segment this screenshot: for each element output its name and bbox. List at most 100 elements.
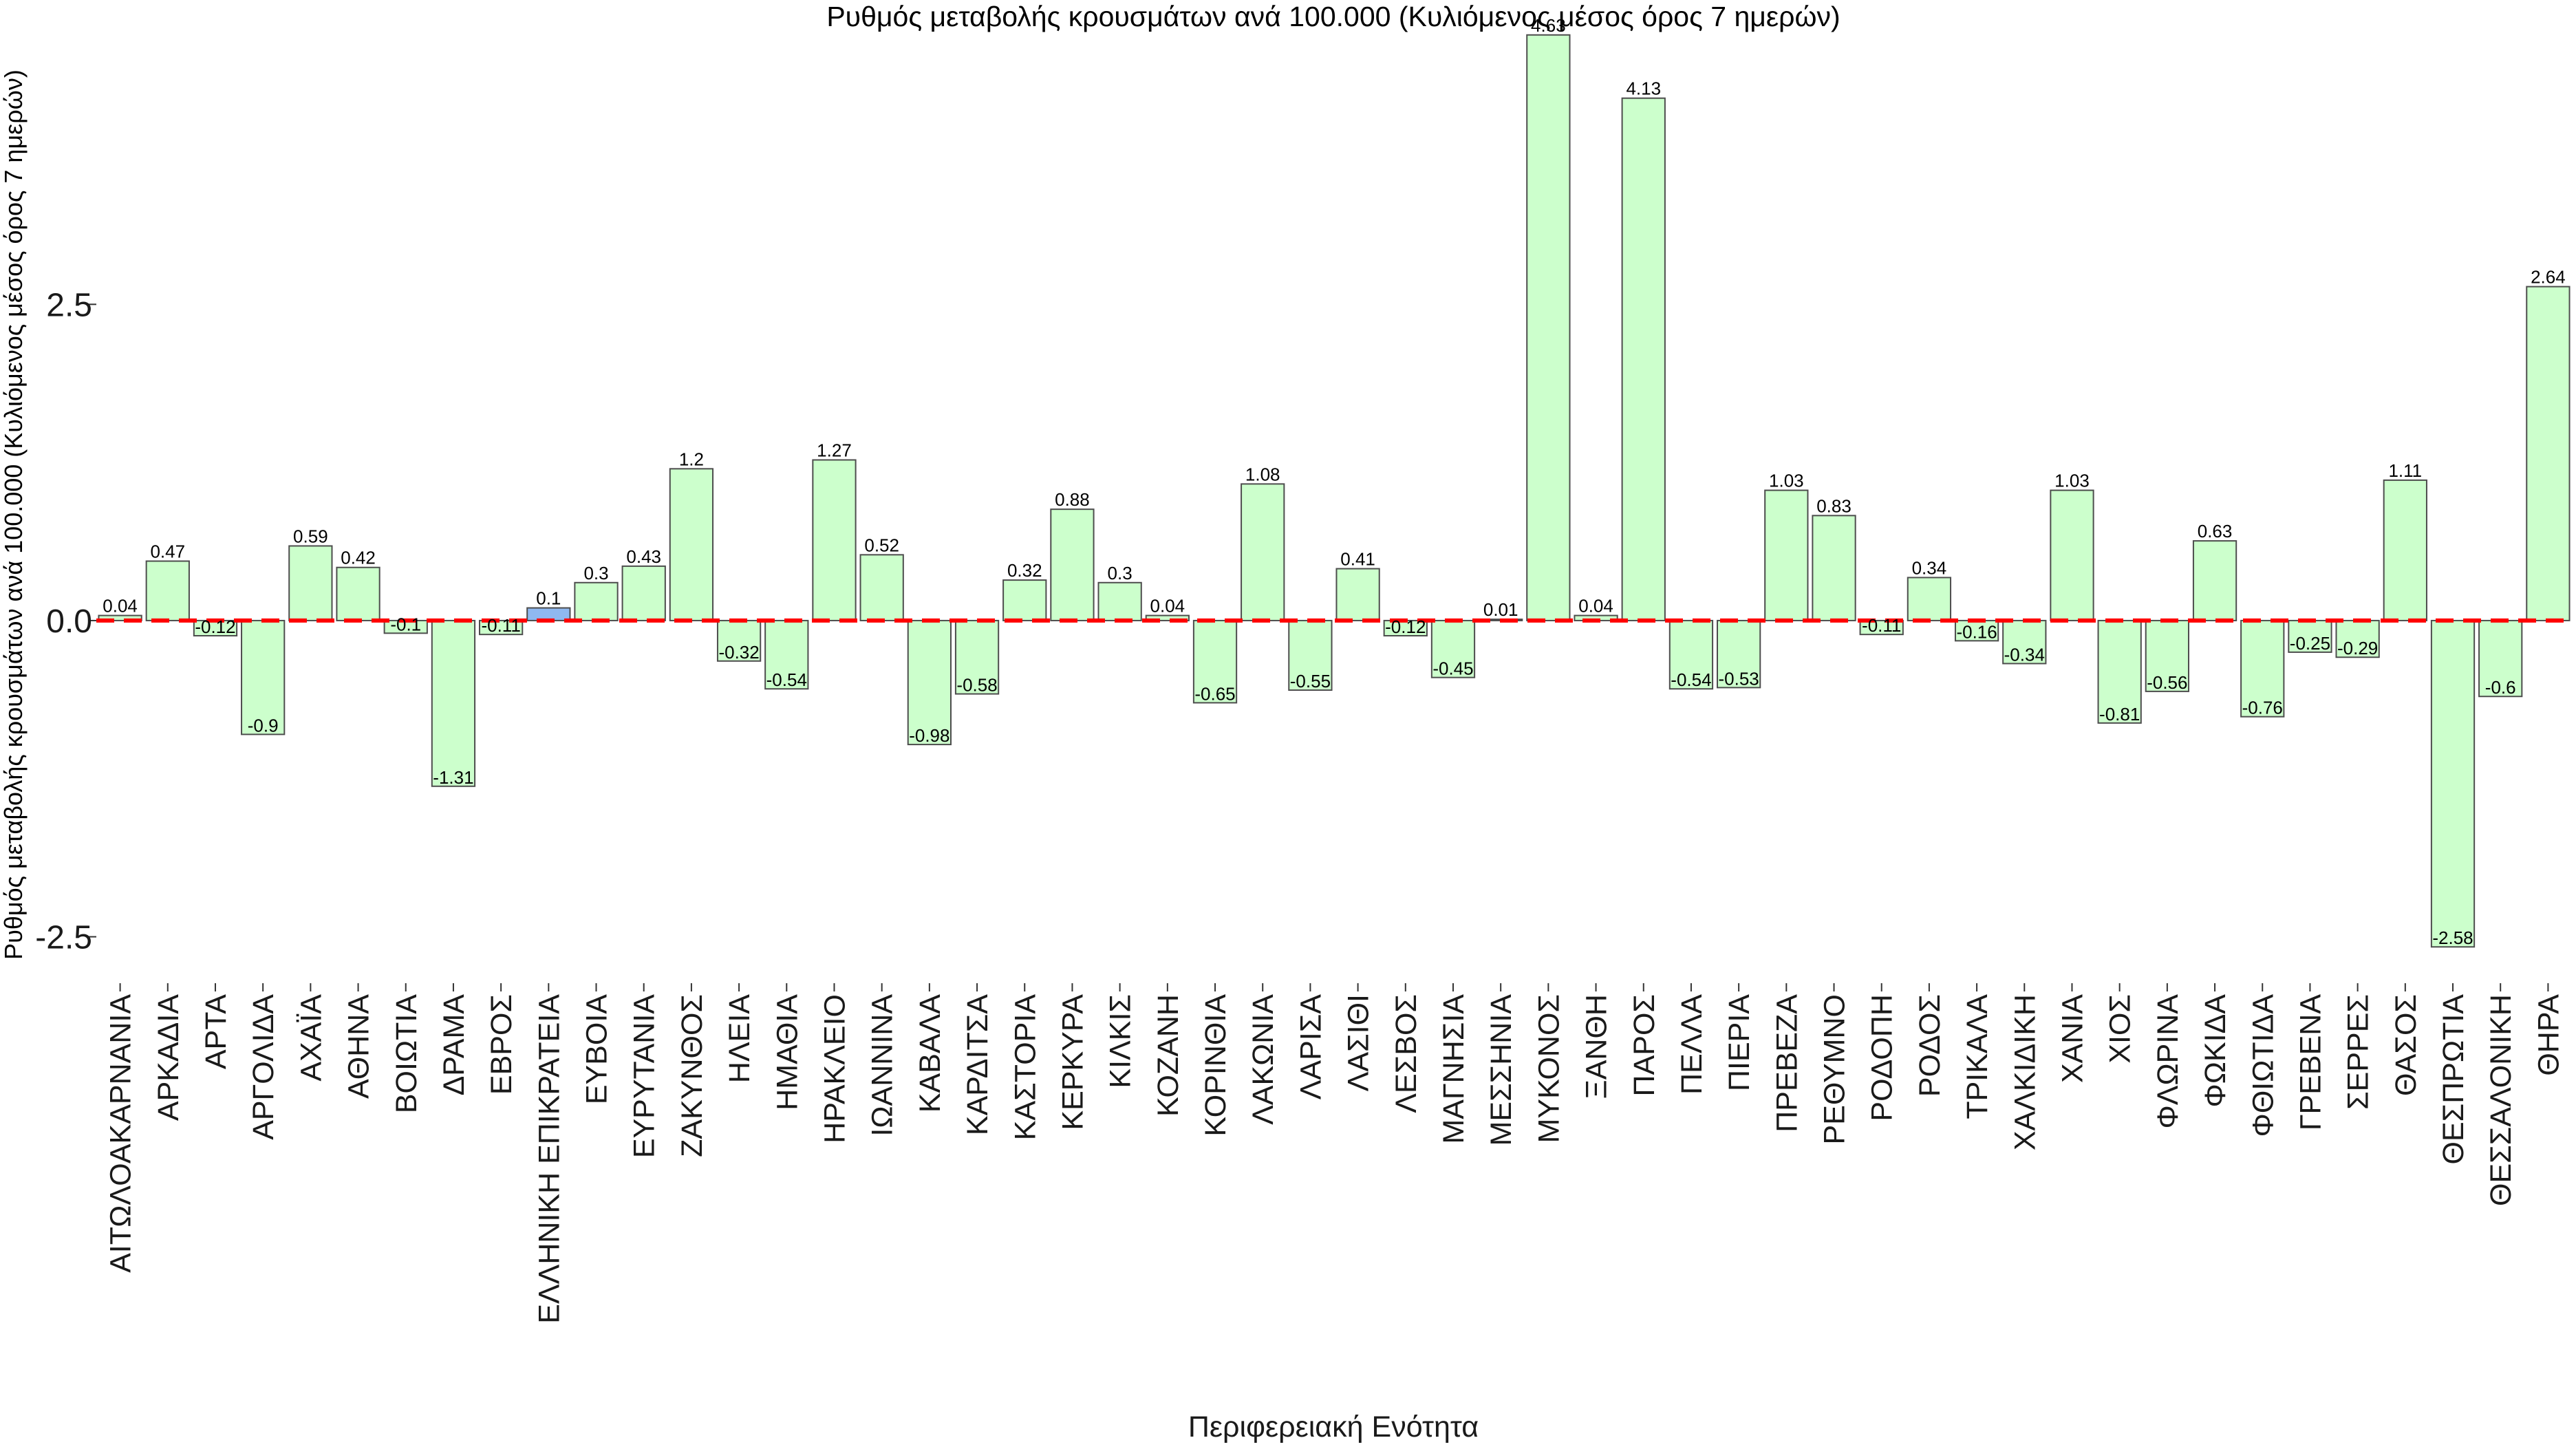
data-label: 0.3 bbox=[583, 563, 608, 583]
x-tick-label: ΠΑΡΟΣ bbox=[1628, 994, 1661, 1096]
x-tick-label: ΓΡΕΒΕΝΑ bbox=[2294, 994, 2327, 1130]
bar bbox=[1097, 581, 1142, 621]
data-label: 0.1 bbox=[536, 588, 561, 609]
y-tick-label: -2.5 bbox=[35, 920, 92, 956]
data-label: -0.9 bbox=[248, 715, 279, 736]
x-tick-label: ΕΥΒΟΙΑ bbox=[581, 994, 614, 1104]
data-label: -1.31 bbox=[433, 767, 473, 788]
bar bbox=[336, 566, 380, 621]
bar bbox=[1241, 483, 1285, 621]
x-axis: ΑΙΤΩΛΟΑΚΑΡΝΑΝΙΑ ΑΡΚΑΔΙΑ ΑΡΤΑ ΑΡΓΟΛΙΔΑ ΑΧΑΪΑ Α… bbox=[105, 983, 2565, 1324]
chart-title: Ρυθμός μεταβολής κρουσμάτων ανά 100.000 … bbox=[826, 1, 1840, 32]
x-tick-label: ΒΟΙΩΤΙΑ bbox=[390, 994, 423, 1113]
data-label: -0.25 bbox=[2290, 633, 2330, 654]
bar bbox=[2240, 619, 2285, 718]
data-label: 0.59 bbox=[293, 526, 328, 546]
bar bbox=[1288, 619, 1333, 691]
bar bbox=[241, 619, 286, 736]
bar bbox=[1812, 515, 1856, 621]
x-tick-label: ΚΑΡΔΙΤΣΑ bbox=[961, 994, 994, 1135]
data-label: -0.65 bbox=[1194, 683, 1235, 704]
x-tick-label: ΜΥΚΟΝΟΣ bbox=[1532, 994, 1565, 1143]
x-tick-label: ΠΙΕΡΙΑ bbox=[1723, 994, 1756, 1091]
data-label: -0.98 bbox=[909, 725, 949, 746]
x-tick-label: ΑΙΤΩΛΟΑΚΑΡΝΑΝΙΑ bbox=[105, 994, 138, 1273]
y-axis: -2.5 0.0 2.5 bbox=[35, 287, 96, 956]
x-tick-label: ΑΘΗΝΑ bbox=[343, 994, 376, 1099]
x-tick-label: ΦΛΩΡΙΝΑ bbox=[2151, 994, 2185, 1129]
x-tick-label: ΗΜΑΘΙΑ bbox=[771, 994, 804, 1110]
x-tick-label: ΦΩΚΙΔΑ bbox=[2199, 994, 2232, 1108]
bar bbox=[431, 619, 476, 787]
bar bbox=[1526, 34, 1571, 621]
x-tick-label: ΡΕΘΥΜΝΟ bbox=[1818, 994, 1852, 1144]
data-label: 0.04 bbox=[1578, 596, 1613, 616]
x-tick-label: ΕΥΡΥΤΑΝΙΑ bbox=[628, 994, 661, 1158]
x-tick-label: ΕΒΡΟΣ bbox=[485, 994, 518, 1095]
bar bbox=[1002, 579, 1047, 621]
x-tick-label: ΡΟΔΟΣ bbox=[1913, 994, 1946, 1097]
bar bbox=[1668, 619, 1714, 690]
data-label: -0.54 bbox=[766, 669, 807, 690]
data-label: 0.34 bbox=[1912, 557, 1947, 578]
bar bbox=[2478, 619, 2523, 698]
data-label: -0.34 bbox=[2004, 644, 2045, 665]
data-label: 2.64 bbox=[2531, 267, 2566, 288]
x-tick-label: ΚΟΖΑΝΗ bbox=[1152, 994, 1185, 1117]
data-label: -0.11 bbox=[1862, 615, 1901, 636]
data-label: -0.76 bbox=[2242, 698, 2283, 718]
bar bbox=[2050, 489, 2094, 621]
x-tick-label: ΚΙΛΚΙΣ bbox=[1104, 994, 1137, 1088]
data-label: 1.08 bbox=[1245, 464, 1280, 484]
y-tick-label: 0.0 bbox=[46, 603, 92, 640]
data-label: 0.63 bbox=[2198, 521, 2233, 541]
x-axis-title: Περιφερειακή Ενότητα bbox=[1188, 1410, 1479, 1443]
x-tick-label: ΛΕΣΒΟΣ bbox=[1390, 994, 1423, 1113]
x-tick-label: ΔΡΑΜΑ bbox=[438, 994, 471, 1096]
x-tick-label: ΚΟΡΙΝΘΙΑ bbox=[1199, 994, 1232, 1137]
bar bbox=[574, 581, 619, 621]
x-tick-label: ΦΘΙΩΤΙΔΑ bbox=[2246, 994, 2279, 1137]
bar bbox=[2145, 619, 2190, 692]
x-tick-label: ΞΑΝΘΗ bbox=[1580, 994, 1613, 1099]
data-label: 0.83 bbox=[1816, 495, 1852, 516]
bar bbox=[812, 459, 857, 621]
data-label: -0.12 bbox=[1385, 616, 1426, 637]
data-label: 1.03 bbox=[2054, 471, 2090, 491]
bar bbox=[1621, 97, 1666, 621]
x-tick-label: ΡΟΔΟΠΗ bbox=[1866, 994, 1899, 1121]
bar bbox=[1954, 619, 1999, 642]
data-label: -0.16 bbox=[1956, 621, 1997, 642]
data-label: -0.56 bbox=[2147, 672, 2187, 693]
x-tick-label: ΕΛΛΗΝΙΚΗ ΕΠΙΚΡΑΤΕΙΑ bbox=[533, 994, 566, 1324]
data-label: -0.55 bbox=[1290, 671, 1331, 691]
data-label: 0.01 bbox=[1483, 599, 1518, 620]
x-tick-label: ΣΕΡΡΕΣ bbox=[2342, 994, 2375, 1110]
x-tick-label: ΑΡΓΟΛΙΔΑ bbox=[247, 994, 280, 1140]
data-label: 0.3 bbox=[1108, 563, 1133, 583]
data-label: 0.04 bbox=[103, 596, 138, 616]
bar-series bbox=[98, 34, 2570, 948]
bar bbox=[1192, 619, 1238, 704]
data-label: 0.04 bbox=[1150, 596, 1185, 616]
bar bbox=[764, 619, 809, 690]
x-tick-label: ΧΙΟΣ bbox=[2104, 994, 2137, 1064]
x-tick-label: ΘΑΣΟΣ bbox=[2390, 994, 2423, 1096]
y-tick-label: 2.5 bbox=[46, 287, 92, 323]
data-labels: 0.04 0.47 -0.12 -0.9 0.59 0.42 -0.1 -1.31 -0.11 0… bbox=[103, 15, 2565, 948]
bar bbox=[98, 614, 142, 621]
data-label: -0.32 bbox=[718, 642, 759, 663]
data-label: -0.53 bbox=[1719, 668, 1759, 689]
data-label: -0.54 bbox=[1671, 669, 1711, 690]
bar bbox=[2526, 286, 2570, 621]
x-tick-label: ΚΕΡΚΥΡΑ bbox=[1056, 994, 1089, 1130]
x-tick-label: ΚΑΒΑΛΑ bbox=[914, 994, 947, 1113]
x-tick-label: ΙΩΑΝΝΙΝΑ bbox=[866, 994, 899, 1137]
x-tick-label: ΠΕΛΛΑ bbox=[1675, 994, 1708, 1095]
data-label: 4.13 bbox=[1626, 78, 1661, 99]
data-label: 1.11 bbox=[2388, 460, 2422, 481]
x-tick-label: ΚΑΣΤΟΡΙΑ bbox=[1009, 994, 1042, 1141]
x-tick-label: ΧΑΝΙΑ bbox=[2056, 994, 2089, 1083]
bar bbox=[1050, 508, 1095, 621]
